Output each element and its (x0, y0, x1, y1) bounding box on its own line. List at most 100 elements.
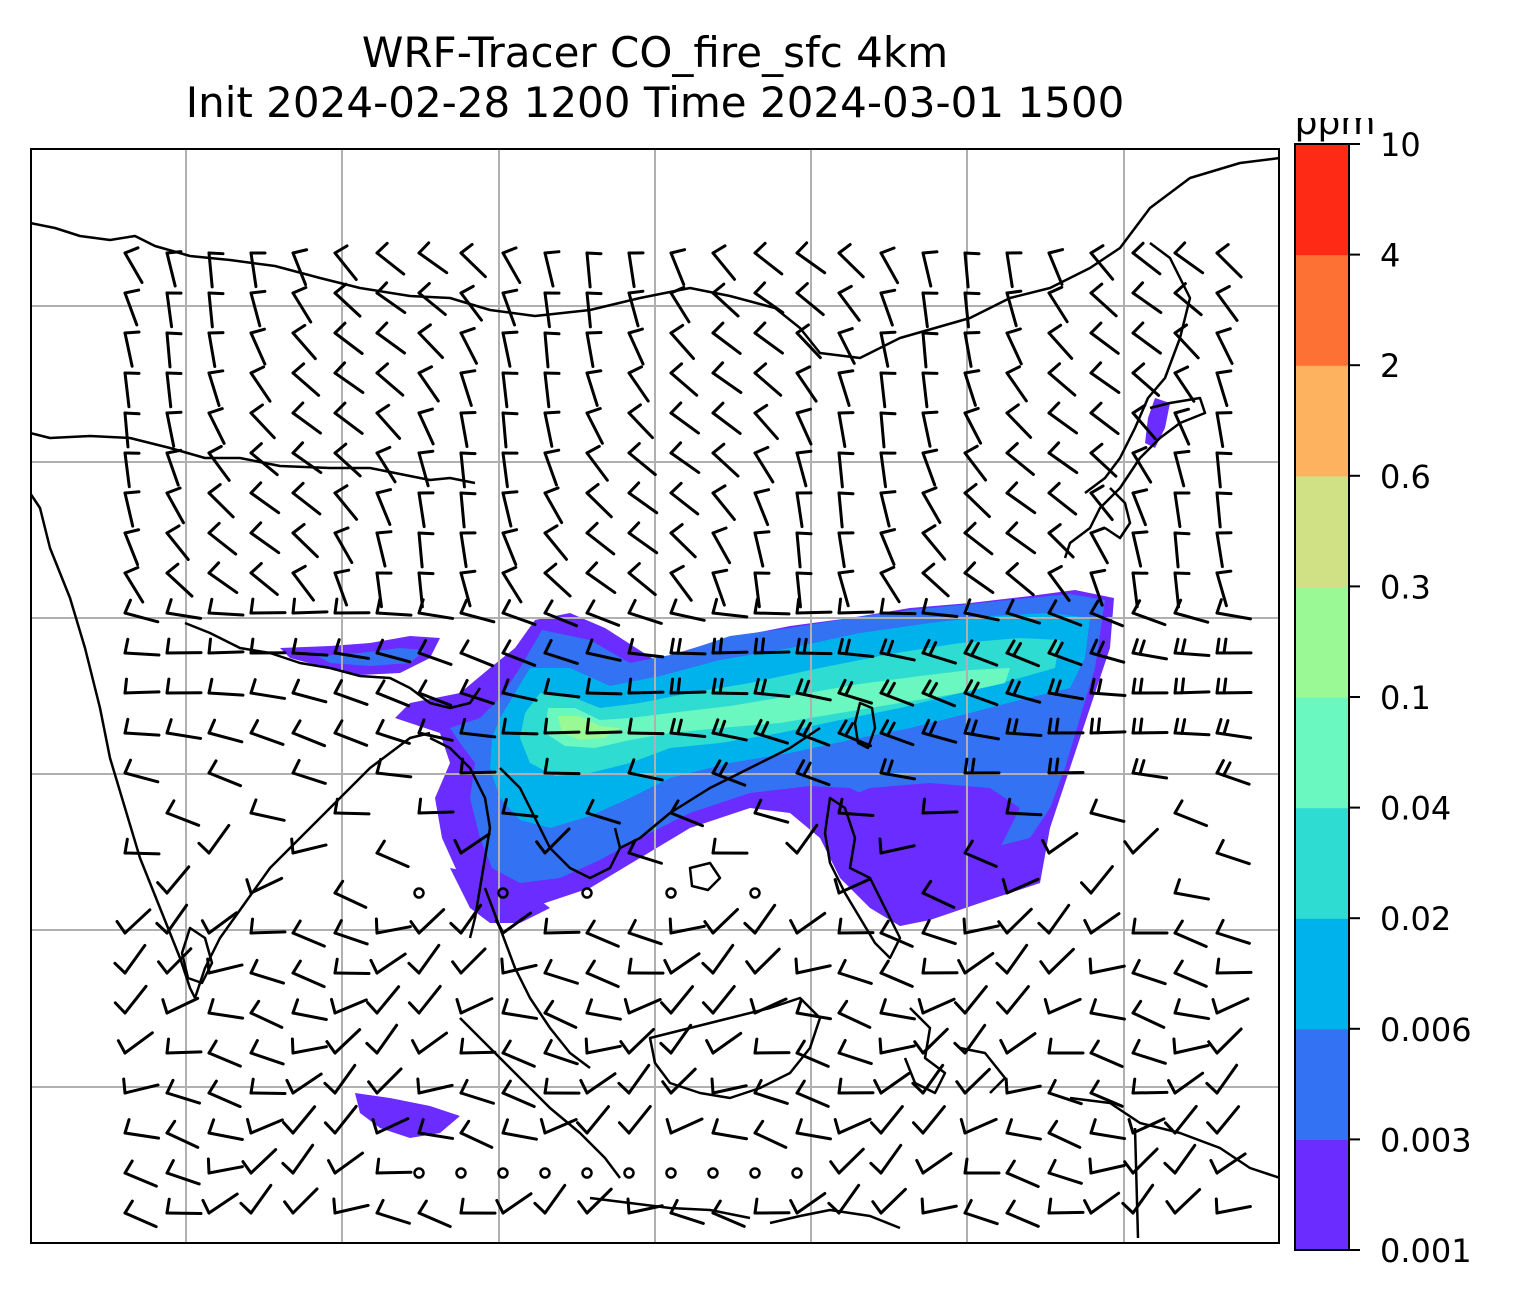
wind-barb-feather (1089, 717, 1095, 735)
wind-barb-shaft (1131, 291, 1163, 315)
wind-barb-shaft (249, 1091, 287, 1096)
wind-barb-feather (501, 998, 509, 1015)
wind-barb-shaft (879, 1044, 916, 1055)
wind-barb-shaft (879, 571, 901, 604)
wind-barb-shaft (669, 811, 705, 828)
wind-barb-shaft (711, 331, 742, 355)
wind-barb-feather (417, 679, 428, 695)
wind-barb-shaft (123, 1031, 154, 1055)
wind-barb-feather (1215, 918, 1225, 935)
wind-barb-feather (1054, 679, 1062, 696)
wind-barb-feather (291, 919, 302, 935)
wind-barb-shaft (333, 811, 371, 816)
wind-barb-shaft (963, 371, 977, 407)
wind-barb-feather (837, 797, 844, 815)
wind-barb-shaft (1089, 1051, 1124, 1068)
wind-barb-shaft (1131, 971, 1167, 986)
wind-barb-shaft (837, 451, 844, 489)
wind-barb-shaft (501, 611, 537, 626)
wind-barb-shaft (753, 997, 788, 1015)
wind-barb-shaft (711, 1211, 746, 1228)
wind-barb-feather (495, 1198, 505, 1215)
wind-barb-shaft (669, 251, 686, 287)
wind-barb-shaft (837, 877, 872, 895)
coastline-segment (429, 736, 492, 939)
wind-barb-shaft (249, 930, 287, 935)
wind-barb-feather (501, 639, 512, 655)
colorbar-tick-label: 0.003 (1380, 1121, 1472, 1159)
wind-barb-feather (795, 678, 804, 695)
wind-barb-feather (753, 530, 771, 535)
wind-barb-shaft (375, 371, 405, 397)
wind-barb-feather (1215, 637, 1221, 655)
coastline-segment (769, 1208, 901, 1230)
wind-barb-shaft (1173, 251, 1205, 275)
wind-barb-feather (249, 403, 264, 415)
wind-barb-feather (669, 598, 678, 615)
colorbar-tick-label: 0.6 (1380, 458, 1431, 496)
wind-barb-feather (1089, 1118, 1097, 1135)
wind-barb-shaft (249, 1011, 284, 1029)
wind-barb-feather (669, 799, 680, 815)
wind-barb-shaft (291, 691, 328, 704)
wind-barb-feather (913, 1040, 925, 1055)
wind-barb-feather (409, 920, 421, 935)
wind-barb-feather (795, 998, 803, 1015)
wind-barb-feather (995, 961, 1009, 975)
wind-barb-shaft (207, 1051, 242, 1068)
wind-barb-feather (1089, 361, 1103, 375)
wind-barb-feather (837, 284, 853, 295)
wind-barb-feather (963, 679, 974, 695)
wind-barb-shaft (1047, 571, 1071, 602)
wind-barb-feather (627, 289, 645, 295)
wind-barb-shaft (585, 531, 616, 556)
wind-barb-feather (871, 1200, 883, 1215)
wind-barb-shaft (753, 947, 781, 975)
wind-barb-feather (1131, 281, 1145, 295)
wind-barb-feather (123, 1118, 131, 1135)
wind-barb-feather (333, 526, 350, 535)
wind-barb-feather (459, 1078, 469, 1095)
wind-barb-feather (207, 369, 225, 375)
wind-barb-feather (760, 678, 767, 696)
wind-barb-shaft (795, 331, 822, 360)
wind-barb-feather (123, 411, 141, 416)
wind-barb-feather (879, 959, 890, 975)
wind-barb-shaft (375, 925, 412, 935)
wind-barb-shaft (249, 291, 262, 328)
wind-barb-feather (585, 798, 595, 815)
wind-barb-shaft (921, 997, 956, 1015)
wind-barb-shaft (1005, 907, 1033, 935)
wind-barb-feather (249, 719, 260, 735)
wind-barb-feather (711, 401, 725, 415)
wind-barb-feather (921, 957, 927, 975)
wind-barb-shaft (627, 491, 659, 515)
wind-barb-feather (1127, 1118, 1135, 1135)
wind-barb-feather (955, 1080, 967, 1095)
wind-barb-feather (1005, 562, 1019, 575)
wind-barb-feather (543, 717, 549, 735)
wind-barb-shaft (123, 771, 160, 784)
wind-barb-feather (1215, 759, 1225, 775)
wind-barb-feather (911, 1081, 925, 1095)
wind-barb-feather (1005, 521, 1019, 535)
wind-barb-shaft (333, 998, 368, 1015)
wind-barb-feather (745, 960, 757, 975)
wind-barb-feather (795, 571, 813, 576)
wind-barb-feather (417, 1118, 425, 1135)
wind-barb-feather (963, 444, 979, 455)
wind-barb-feather (407, 1001, 421, 1015)
wind-barb-shaft (795, 571, 802, 609)
wind-barb-shaft (375, 411, 402, 440)
wind-barb-shaft (879, 1011, 916, 1021)
wind-barb-feather (1173, 365, 1190, 375)
wind-barb-shaft (1131, 491, 1147, 527)
wind-barb-feather (1096, 678, 1103, 696)
wind-barb-shaft (543, 1118, 578, 1135)
wind-barb-shaft (375, 291, 407, 315)
wind-barb-feather (501, 490, 519, 495)
wind-barb-shaft (1131, 331, 1162, 355)
wind-barb-shaft (501, 691, 538, 702)
wind-barb-feather (249, 917, 255, 935)
wind-barb-shaft (1089, 451, 1118, 478)
